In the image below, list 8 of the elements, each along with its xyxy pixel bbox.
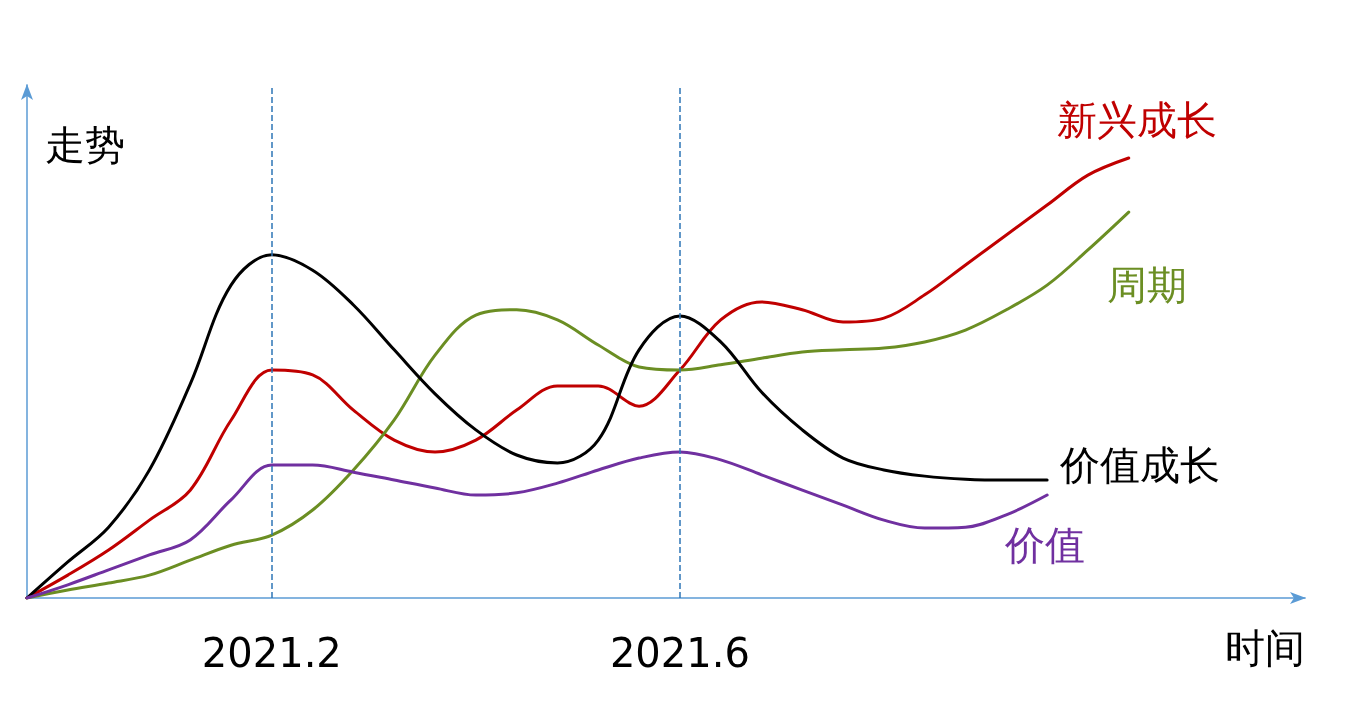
x-tick-label: 2021.6 <box>609 630 750 676</box>
y-axis-title: 走势 <box>45 122 125 168</box>
x-tick-label: 2021.2 <box>201 630 342 676</box>
series-label: 周期 <box>1106 262 1187 309</box>
series-label: 新兴成长 <box>1056 97 1217 143</box>
series-label: 价值 <box>1004 522 1086 569</box>
x-axis-title: 时间 <box>1225 625 1305 671</box>
series-label: 价值成长 <box>1059 442 1221 489</box>
